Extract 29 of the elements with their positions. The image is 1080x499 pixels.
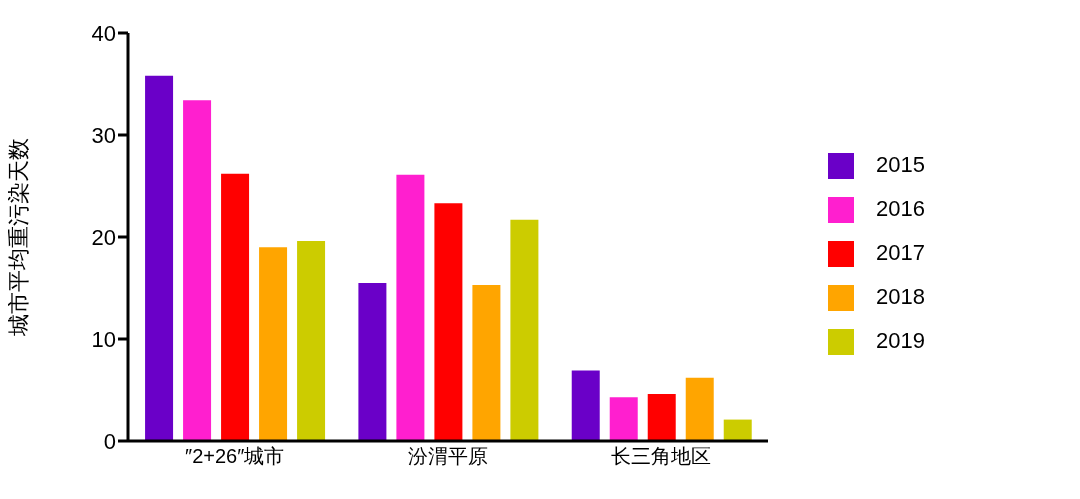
bar: [434, 203, 463, 441]
legend-label: 2016: [876, 196, 925, 221]
legend-label: 2017: [876, 240, 925, 265]
bar: [183, 100, 212, 441]
x-tick-label: ″2+26″城市: [185, 445, 285, 468]
bar: [685, 377, 714, 441]
y-tick-label: 30: [91, 122, 116, 148]
x-tick-label: 长三角地区: [611, 445, 712, 468]
y-axis-title: 城市平均重污染天数: [5, 138, 31, 337]
y-tick-label: 40: [91, 20, 116, 46]
y-tick-label: 0: [103, 428, 116, 454]
legend-label: 2018: [876, 284, 925, 309]
bar: [396, 174, 425, 441]
x-tick-label: 汾渭平原: [408, 445, 488, 468]
bar: [145, 75, 174, 441]
bar: [259, 247, 288, 441]
bar: [723, 419, 752, 441]
bar: [510, 219, 539, 441]
bar: [609, 397, 638, 441]
legend-label: 2015: [876, 152, 925, 177]
legend-label: 2019: [876, 328, 925, 353]
bar: [297, 241, 326, 441]
bar: [571, 370, 600, 441]
bar: [472, 284, 501, 441]
bar: [647, 394, 676, 441]
bar: [358, 282, 387, 441]
y-tick-label: 20: [91, 224, 116, 250]
y-tick-label: 10: [91, 326, 116, 352]
bar: [221, 173, 250, 441]
